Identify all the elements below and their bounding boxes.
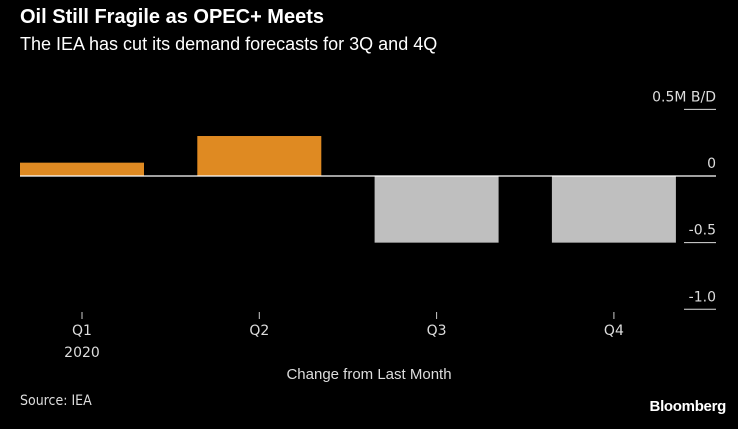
x-tick-label: Q3 (427, 323, 447, 339)
bar-q3 (374, 176, 499, 243)
bloomberg-logo: Bloomberg (649, 398, 727, 415)
bar-q1 (20, 162, 144, 176)
y-tick-label: 0.5M B/D (652, 89, 716, 105)
source-note: Source: IEA (20, 393, 92, 409)
y-tick-label: -1.0 (689, 289, 716, 305)
chart-title: Oil Still Fragile as OPEC+ Meets (20, 6, 324, 28)
x-tick-label: Q1 (72, 323, 92, 339)
bar-q2 (197, 136, 322, 176)
x-tick-label: Q2 (249, 323, 269, 339)
chart-subtitle: The IEA has cut its demand forecasts for… (20, 34, 438, 54)
x-tick-label: Q4 (604, 323, 624, 339)
y-tick-label: -0.5 (689, 223, 716, 239)
bar-q4 (551, 176, 676, 243)
x-tick-sublabel: 2020 (64, 345, 100, 361)
y-tick-label: 0 (707, 156, 716, 172)
x-axis-label: Change from Last Month (286, 366, 452, 383)
